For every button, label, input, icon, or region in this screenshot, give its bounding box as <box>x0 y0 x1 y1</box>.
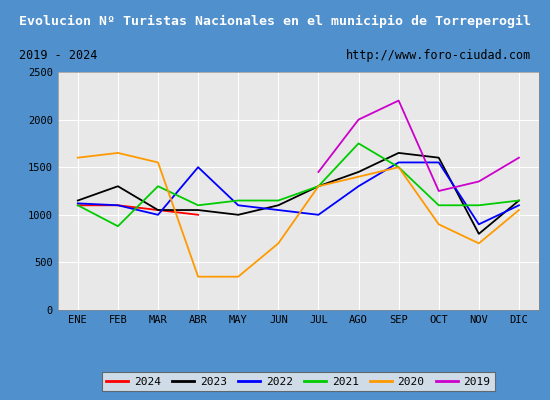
Text: http://www.foro-ciudad.com: http://www.foro-ciudad.com <box>346 49 531 62</box>
Legend: 2024, 2023, 2022, 2021, 2020, 2019: 2024, 2023, 2022, 2021, 2020, 2019 <box>102 372 495 391</box>
Text: 2019 - 2024: 2019 - 2024 <box>19 49 97 62</box>
Text: Evolucion Nº Turistas Nacionales en el municipio de Torreperogil: Evolucion Nº Turistas Nacionales en el m… <box>19 14 531 28</box>
